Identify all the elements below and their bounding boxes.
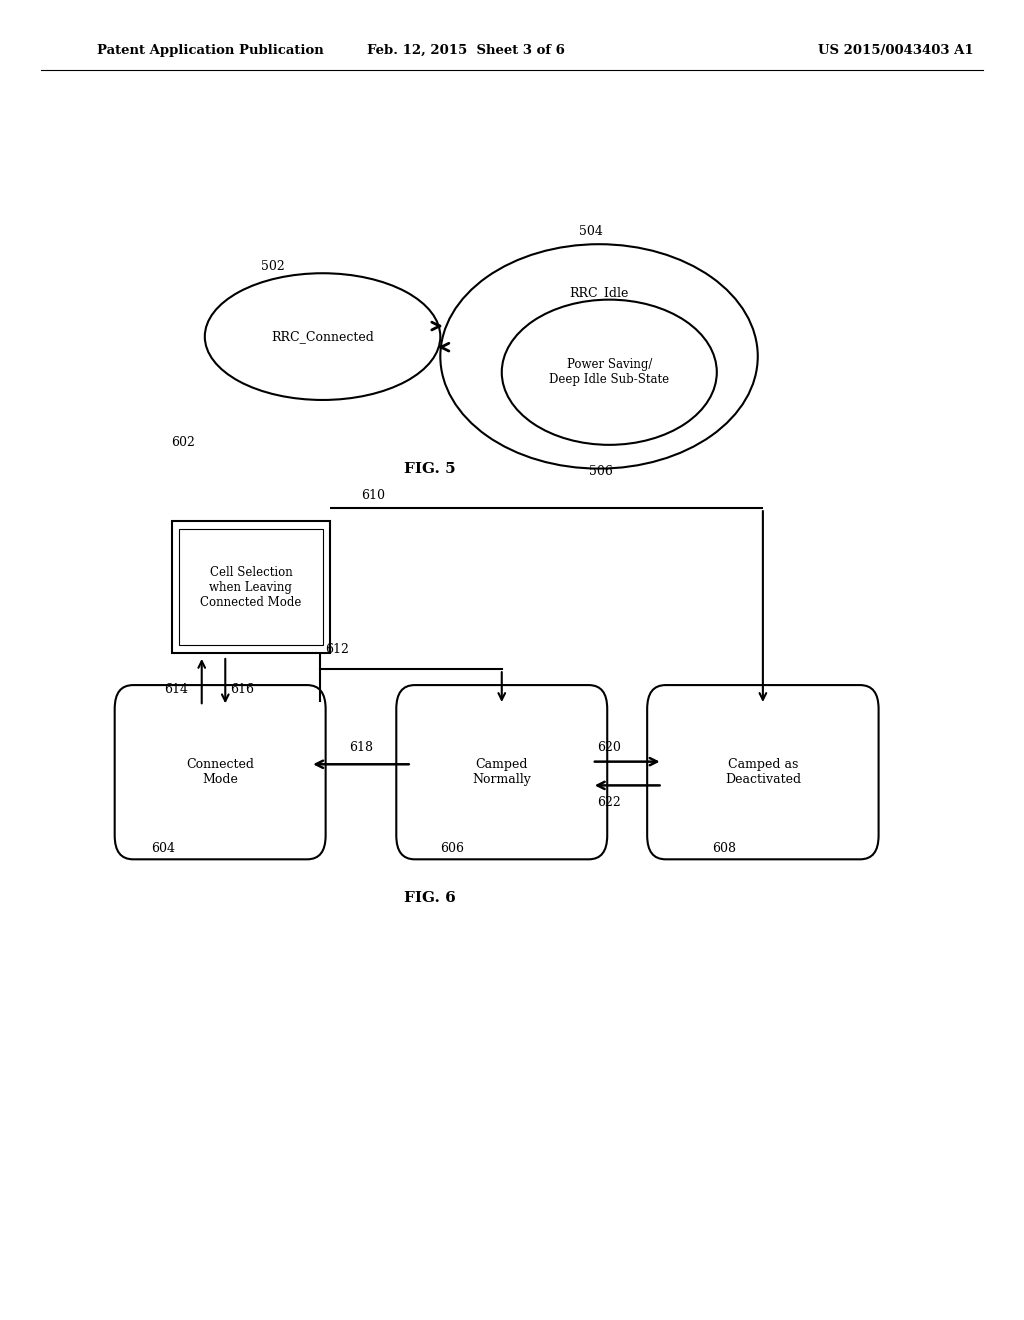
Text: Patent Application Publication: Patent Application Publication [97, 44, 324, 57]
Text: 608: 608 [712, 842, 735, 855]
Text: FIG. 6: FIG. 6 [404, 891, 456, 904]
Text: RRC_Idle: RRC_Idle [569, 286, 629, 300]
Text: 506: 506 [589, 465, 612, 478]
Text: 602: 602 [171, 436, 195, 449]
Text: FIG. 5: FIG. 5 [404, 462, 456, 475]
Text: Power Saving/
Deep Idle Sub-State: Power Saving/ Deep Idle Sub-State [549, 358, 670, 387]
Text: 620: 620 [597, 741, 621, 754]
Text: 622: 622 [597, 796, 621, 809]
Text: Camped
Normally: Camped Normally [472, 758, 531, 787]
Text: 614: 614 [164, 682, 187, 696]
Text: 604: 604 [152, 842, 175, 855]
Text: Cell Selection
when Leaving
Connected Mode: Cell Selection when Leaving Connected Mo… [201, 566, 301, 609]
Text: 618: 618 [349, 741, 373, 754]
Text: 610: 610 [361, 488, 385, 502]
Text: US 2015/0043403 A1: US 2015/0043403 A1 [818, 44, 974, 57]
Text: 616: 616 [230, 682, 254, 696]
Text: RRC_Connected: RRC_Connected [271, 330, 374, 343]
Text: 606: 606 [440, 842, 464, 855]
Text: Connected
Mode: Connected Mode [186, 758, 254, 787]
Text: 502: 502 [261, 260, 285, 273]
Text: 612: 612 [326, 643, 349, 656]
Text: Camped as
Deactivated: Camped as Deactivated [725, 758, 801, 787]
Text: 504: 504 [579, 224, 602, 238]
Text: Feb. 12, 2015  Sheet 3 of 6: Feb. 12, 2015 Sheet 3 of 6 [367, 44, 565, 57]
